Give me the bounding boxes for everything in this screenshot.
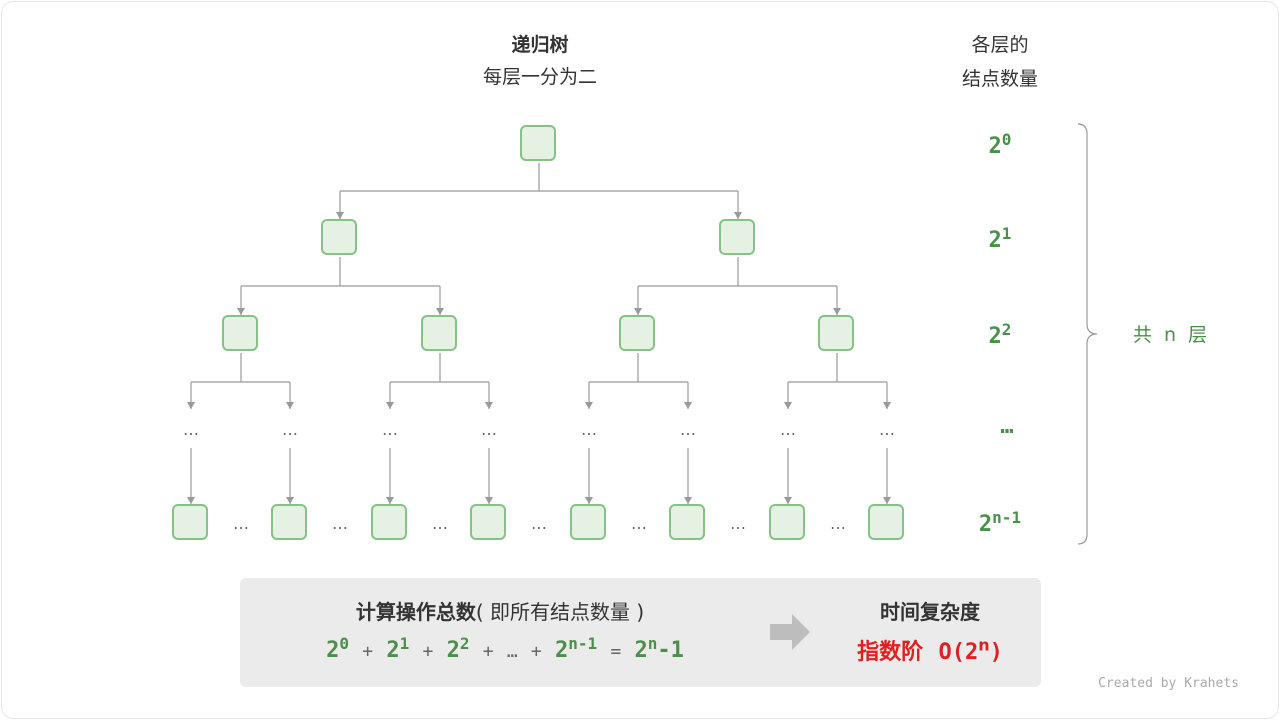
- brace-label: 共 n 层: [1132, 324, 1208, 346]
- complexity-value: 指数阶 O(2n): [857, 635, 1003, 665]
- arrow-head: [684, 497, 692, 504]
- arrow-head: [386, 402, 394, 409]
- credit: Created by Krahets: [1098, 676, 1239, 691]
- arrow-head: [784, 497, 792, 504]
- ellipsis: …: [581, 420, 597, 439]
- arrow-head: [585, 402, 593, 409]
- ellipsis: …: [233, 514, 249, 533]
- tree-title: 递归树: [511, 34, 569, 56]
- ellipsis: …: [780, 420, 796, 439]
- tree-edge: [637, 257, 838, 315]
- summary-panel: [240, 578, 1041, 687]
- ellipsis: …: [879, 420, 895, 439]
- count-header-2: 结点数量: [961, 68, 1038, 90]
- level-count-ellipsis: …: [1000, 414, 1014, 439]
- tree-subtitle: 每层一分为二: [482, 66, 597, 88]
- level-count-0: 20: [988, 130, 1012, 159]
- arrow-head: [883, 497, 891, 504]
- ellipsis: …: [830, 514, 846, 533]
- tree-node: [520, 125, 556, 161]
- ellipsis: …: [432, 514, 448, 533]
- tree-node: [371, 504, 407, 540]
- arrow-head: [187, 402, 195, 409]
- arrow-head: [833, 308, 841, 315]
- arrow-head: [336, 212, 344, 219]
- sum-formula: 20 + 21 + 22 + … + 2n-1 = 2n-1: [326, 634, 684, 663]
- tree-node: [470, 504, 506, 540]
- tree-edge: [339, 163, 739, 219]
- complexity-title: 时间复杂度: [880, 600, 980, 624]
- arrow-head: [485, 497, 493, 504]
- tree-node: [818, 315, 854, 351]
- arrow-head: [784, 402, 792, 409]
- tree-edge: [240, 257, 441, 315]
- arrow-head: [237, 308, 245, 315]
- arrow-head: [386, 497, 394, 504]
- tree-node: [172, 504, 208, 540]
- tree-node: [769, 504, 805, 540]
- ellipsis: …: [332, 514, 348, 533]
- tree-edge: [190, 353, 291, 409]
- tree-node: [570, 504, 606, 540]
- tree-node: [619, 315, 655, 351]
- ellipsis: …: [680, 420, 696, 439]
- tree-edge: [389, 353, 490, 409]
- ellipsis: …: [631, 514, 647, 533]
- arrow-head: [286, 402, 294, 409]
- ellipsis: …: [282, 420, 298, 439]
- ellipsis: …: [183, 420, 199, 439]
- tree-node: [421, 315, 457, 351]
- tree-node: [271, 504, 307, 540]
- arrow-head: [585, 497, 593, 504]
- arrow-head: [286, 497, 294, 504]
- arrow-head: [187, 497, 195, 504]
- ellipsis: …: [531, 514, 547, 533]
- summary-title: 计算操作总数( 即所有结点数量 ): [355, 600, 645, 624]
- ellipsis: …: [382, 420, 398, 439]
- arrow-head: [634, 308, 642, 315]
- arrow-head: [883, 402, 891, 409]
- tree-node: [669, 504, 705, 540]
- arrow-head: [436, 308, 444, 315]
- arrow-head: [485, 402, 493, 409]
- arrow-right-icon: [770, 614, 810, 650]
- tree-node: [719, 219, 755, 255]
- arrow-head: [734, 212, 742, 219]
- brace: [1077, 123, 1098, 545]
- ellipsis: …: [730, 514, 746, 533]
- ellipsis: …: [481, 420, 497, 439]
- count-header-1: 各层的: [971, 34, 1029, 56]
- arrow-head: [684, 402, 692, 409]
- tree-node: [321, 219, 357, 255]
- level-count-1: 21: [988, 224, 1012, 253]
- tree-node: [222, 315, 258, 351]
- tree-edge: [588, 353, 689, 409]
- tree-node: [868, 504, 904, 540]
- level-count-2: 22: [988, 320, 1012, 349]
- tree-edge: [787, 353, 888, 409]
- level-count-last: 2n-1: [978, 508, 1022, 537]
